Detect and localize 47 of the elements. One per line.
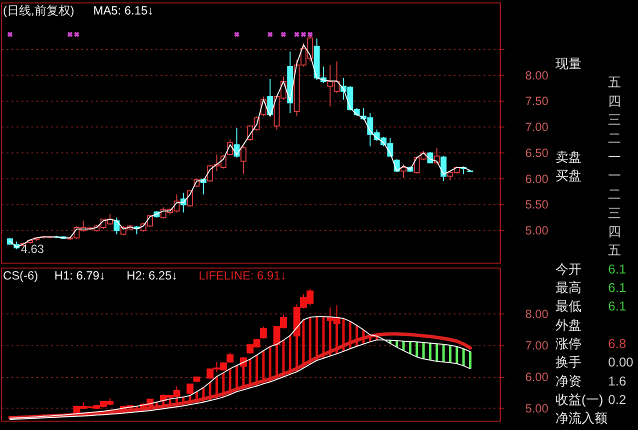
y-tick-label: 5.50 [525, 198, 549, 212]
y-tick-label: 8.00 [525, 68, 549, 82]
category-label: 净流入额 [556, 410, 608, 426]
y-tick-label: 5.00 [525, 402, 549, 416]
y-tick-label: 6.00 [525, 370, 549, 384]
text: 6.1 [608, 261, 626, 276]
y-tick-label: 7.50 [525, 94, 549, 108]
text: 二 [608, 130, 622, 146]
text: MA5: 6.15↓ [93, 3, 154, 18]
category-label: 涨停 [556, 336, 582, 352]
text: 0.2 [608, 392, 626, 408]
annotation: 4.63 [20, 242, 44, 256]
text: 一 [608, 168, 622, 183]
y-tick-label: 7.00 [525, 338, 549, 352]
text: 0.00 [608, 354, 634, 370]
text: 6.8 [608, 336, 626, 352]
chart-title: CS(-6) [2, 268, 38, 283]
category-label: 净资 [556, 373, 582, 388]
text: LIFELINE: 6.91↓ [198, 268, 286, 283]
category-label: 现量 [556, 56, 582, 71]
y-tick-label: 8.00 [525, 306, 549, 321]
text: 6.1 [608, 298, 626, 314]
text: H1: 6.79↓ [54, 268, 106, 283]
y-tick-label: 7.00 [525, 120, 549, 134]
category-label: 外盘 [556, 317, 582, 332]
y-tick-label: 6.50 [525, 146, 549, 160]
category-label: 收益(一) [556, 392, 604, 408]
text: 三 [608, 112, 622, 127]
category-label: 买盘 [556, 168, 582, 183]
text: H2: 6.25↓ [126, 268, 178, 283]
text: 五 [608, 242, 622, 258]
text: 四 [608, 224, 622, 239]
category-label: 最低 [556, 298, 582, 314]
text: 五 [608, 74, 622, 90]
text: 一 [608, 149, 622, 164]
category-label: 最高 [556, 280, 582, 295]
text: 三 [608, 205, 622, 220]
y-tick-label: 6.00 [525, 172, 549, 186]
category-label: 卖盘 [556, 149, 582, 164]
category-label: 换手 [556, 354, 582, 370]
chart-title: (日线,前复权) [2, 3, 74, 18]
text: 四 [608, 93, 622, 108]
text: 1.6 [608, 373, 626, 388]
text: 二 [608, 186, 622, 202]
text: 6.1 [608, 280, 626, 295]
category-label: 今开 [556, 261, 582, 276]
y-tick-label: 5.00 [525, 224, 549, 238]
